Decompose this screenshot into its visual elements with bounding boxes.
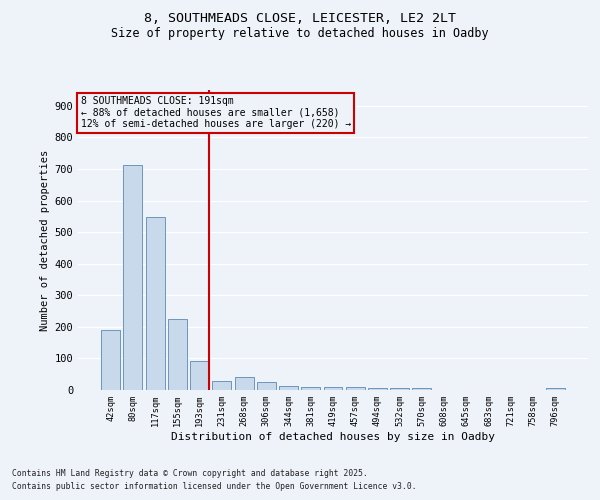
Text: Size of property relative to detached houses in Oadby: Size of property relative to detached ho… bbox=[111, 28, 489, 40]
Bar bbox=[412, 388, 431, 390]
Bar bbox=[101, 330, 120, 390]
Bar bbox=[212, 382, 231, 390]
Bar bbox=[168, 319, 187, 390]
X-axis label: Distribution of detached houses by size in Oadby: Distribution of detached houses by size … bbox=[171, 432, 495, 442]
Bar bbox=[323, 387, 343, 390]
Bar bbox=[146, 218, 164, 390]
Text: Contains public sector information licensed under the Open Government Licence v3: Contains public sector information licen… bbox=[12, 482, 416, 491]
Bar bbox=[190, 360, 209, 390]
Bar bbox=[346, 388, 365, 390]
Bar bbox=[235, 378, 254, 390]
Bar bbox=[257, 382, 276, 390]
Bar bbox=[124, 165, 142, 390]
Bar bbox=[301, 387, 320, 390]
Y-axis label: Number of detached properties: Number of detached properties bbox=[40, 150, 50, 330]
Bar bbox=[279, 386, 298, 390]
Text: 8, SOUTHMEADS CLOSE, LEICESTER, LE2 2LT: 8, SOUTHMEADS CLOSE, LEICESTER, LE2 2LT bbox=[144, 12, 456, 26]
Bar bbox=[390, 388, 409, 390]
Text: 8 SOUTHMEADS CLOSE: 191sqm
← 88% of detached houses are smaller (1,658)
12% of s: 8 SOUTHMEADS CLOSE: 191sqm ← 88% of deta… bbox=[80, 96, 351, 129]
Text: Contains HM Land Registry data © Crown copyright and database right 2025.: Contains HM Land Registry data © Crown c… bbox=[12, 468, 368, 477]
Bar bbox=[368, 388, 387, 390]
Bar bbox=[546, 388, 565, 390]
